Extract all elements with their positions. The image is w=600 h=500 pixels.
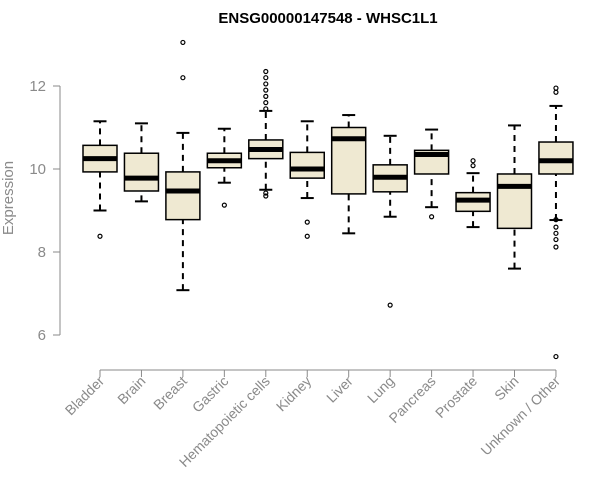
box-iqr (496, 173, 533, 230)
box-group-3 (206, 127, 243, 208)
x-tick-label-1: Brain (114, 373, 148, 407)
box-iqr (289, 151, 325, 179)
x-tick-label-5: Kidney (273, 373, 315, 415)
x-tick-label-2: Breast (150, 373, 190, 413)
outlier-point (553, 89, 559, 95)
outlier-point (180, 39, 186, 46)
y-tick-label-10: 10 (29, 161, 46, 178)
outlier-point (263, 75, 269, 81)
outlier-point (263, 81, 269, 87)
y-tick-label-12: 12 (29, 78, 46, 95)
x-tick-label-10: Skin (491, 373, 522, 404)
outlier-point (180, 75, 186, 81)
box-group-6 (330, 114, 367, 235)
outlier-point (263, 99, 269, 106)
outlier-point (263, 93, 269, 99)
y-axis-label: Expression (0, 161, 17, 235)
boxes (82, 39, 574, 360)
outlier-point (304, 233, 310, 239)
outlier-point (263, 193, 269, 199)
outlier-point (97, 233, 103, 239)
box-group-5 (289, 120, 325, 239)
box-iqr (123, 152, 160, 192)
box-group-4 (248, 68, 284, 199)
outlier-point (263, 190, 269, 196)
box-iqr (165, 171, 201, 221)
outlier-point (387, 302, 393, 308)
outlier-point (553, 230, 559, 236)
outlier-point (553, 236, 559, 243)
box-group-9 (455, 158, 491, 229)
outlier-point (221, 202, 227, 208)
box-group-8 (413, 128, 450, 220)
box-group-0 (82, 120, 118, 239)
y-tick-label-8: 8 (38, 244, 46, 261)
outlier-point (553, 85, 559, 91)
outlier-point (304, 219, 310, 225)
outlier-point (263, 106, 269, 112)
box-group-1 (123, 122, 160, 203)
x-tick-label-7: Lung (364, 373, 397, 406)
outlier-point (553, 353, 559, 360)
y-tick-label-6: 6 (38, 327, 46, 344)
outlier-point (263, 87, 269, 93)
outlier-point (553, 217, 559, 223)
x-tick-label-6: Liver (323, 373, 356, 406)
outlier-point (429, 214, 435, 220)
chart-title: ENSG00000147548 - WHSC1L1 (218, 10, 437, 27)
outlier-point (470, 163, 476, 169)
box-iqr (538, 141, 574, 175)
x-tick-label-11: Unknown / Other (477, 373, 563, 459)
outlier-point (553, 244, 559, 250)
box-group-10 (496, 124, 533, 270)
outlier-point (470, 158, 476, 164)
box-group-2 (165, 39, 201, 292)
x-tick-label-9: Prostate (432, 373, 480, 421)
outlier-point (553, 224, 559, 230)
y-axis: 6 8 10 12 (29, 78, 61, 344)
outlier-point (263, 68, 269, 75)
box-group-7 (372, 134, 408, 308)
x-tick-label-0: Bladder (62, 373, 108, 419)
box-group-11 (538, 85, 574, 360)
